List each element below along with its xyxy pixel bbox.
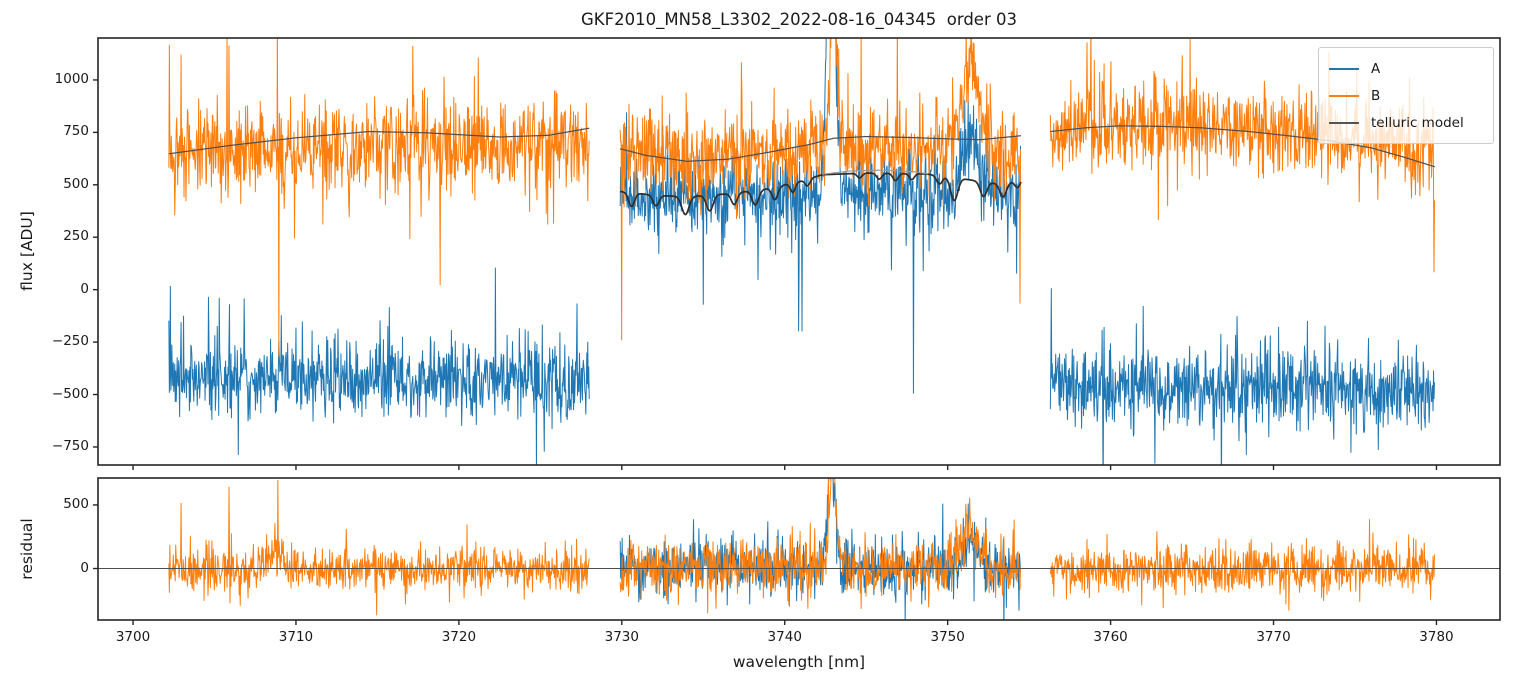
residual-panel-spines (97, 477, 1501, 621)
legend-line-telluric-icon (1329, 121, 1359, 124)
x-tick-label: 3730 (604, 629, 639, 645)
chart-title: GKF2010_MN58_L3302_2022-08-16_04345 orde… (581, 10, 1017, 29)
series-a-residual (619, 478, 1021, 620)
series-a (1049, 288, 1435, 465)
x-tick-label: 3740 (767, 629, 802, 645)
legend-line-a-icon (1329, 67, 1359, 70)
legend-line-b-icon (1329, 94, 1359, 97)
y-tick-label: 500 (63, 495, 89, 512)
x-tick-label: 3780 (1419, 629, 1454, 645)
series-b-residual (1049, 519, 1435, 611)
series-b (1049, 38, 1435, 273)
x-tick-label: 3750 (930, 629, 965, 645)
y-tick-label: 250 (63, 228, 89, 245)
y-tick-label: 0 (80, 559, 89, 576)
y-tick-label: −500 (51, 385, 89, 402)
legend-item-telluric: telluric model (1329, 109, 1483, 136)
legend-label-telluric: telluric model (1371, 114, 1464, 131)
legend-label-b: B (1371, 87, 1381, 104)
legend-label-a: A (1371, 60, 1381, 77)
y-tick-label: 750 (63, 123, 89, 140)
y-tick-label: 500 (63, 175, 89, 192)
x-tick-label: 3770 (1256, 629, 1291, 645)
legend: A B telluric model (1318, 47, 1494, 144)
series-b (168, 38, 590, 357)
telluric-model-line (1050, 125, 1436, 168)
telluric-model-line (620, 135, 1022, 162)
telluric-model-line (168, 127, 590, 155)
series-b-residual (168, 479, 590, 616)
series-a (619, 38, 1021, 394)
flux-panel-spines (97, 37, 1501, 466)
x-tick-label: 3760 (1093, 629, 1128, 645)
series-b (619, 38, 1021, 341)
y-tick-label: 0 (80, 280, 89, 297)
legend-item-b: B (1329, 82, 1483, 109)
y-tick-label: −250 (51, 333, 89, 350)
y-tick-label: −750 (51, 437, 89, 454)
telluric-continuum-overlay-line (822, 169, 929, 175)
y-tick-label: 1000 (54, 70, 89, 87)
telluric-model-absorption-line (619, 172, 1022, 216)
flux-axis-label: flux [ADU] (18, 211, 36, 291)
x-tick-label: 3700 (115, 629, 151, 645)
x-axis-label: wavelength [nm] (732, 653, 866, 671)
x-tick-label: 3710 (278, 629, 314, 645)
series-a (168, 267, 590, 465)
x-tick-label: 3720 (441, 629, 477, 645)
legend-item-a: A (1329, 55, 1483, 82)
series-b-residual (619, 478, 1021, 614)
